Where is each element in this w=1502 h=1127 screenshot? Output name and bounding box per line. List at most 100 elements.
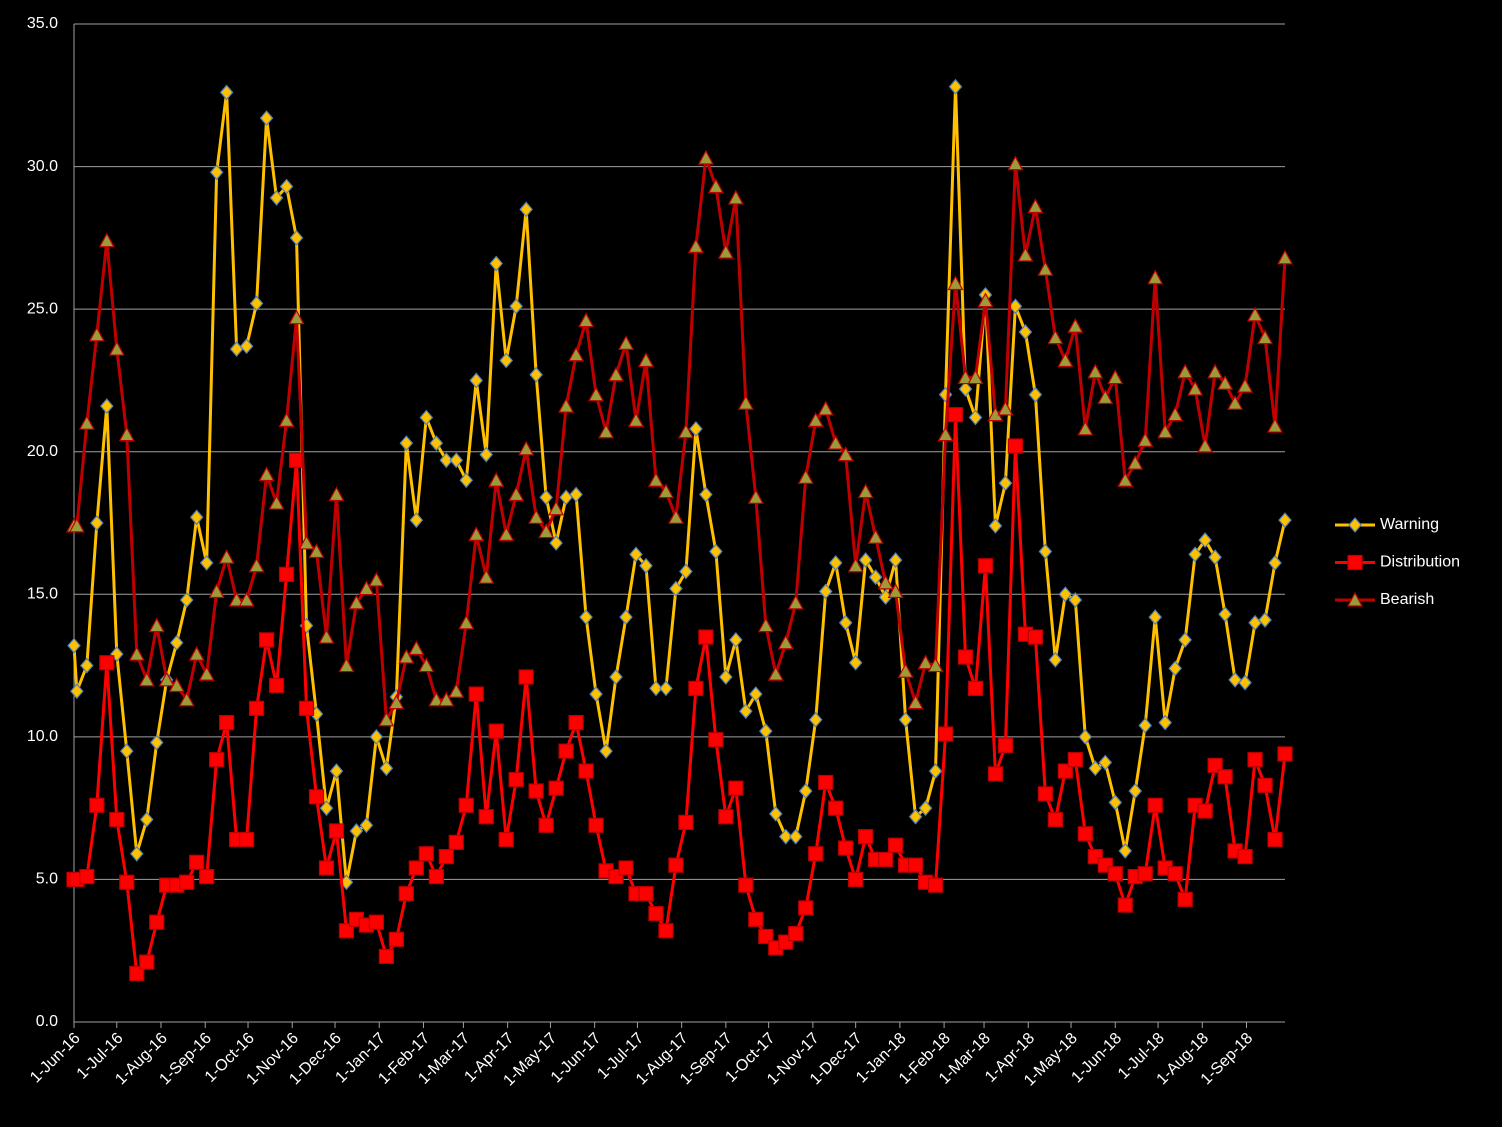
marker <box>967 369 984 385</box>
marker <box>218 548 235 564</box>
marker <box>847 557 864 573</box>
marker <box>1157 423 1174 439</box>
marker <box>687 238 704 254</box>
marker <box>428 691 445 707</box>
marker <box>1178 631 1192 648</box>
marker <box>648 906 664 922</box>
marker <box>1107 866 1123 882</box>
marker <box>408 860 424 876</box>
marker <box>398 648 415 664</box>
marker <box>1218 606 1232 623</box>
marker <box>639 557 653 574</box>
marker <box>977 558 994 574</box>
marker <box>88 326 105 342</box>
marker <box>509 298 523 315</box>
marker <box>637 352 654 368</box>
marker <box>838 840 854 856</box>
marker <box>658 923 674 939</box>
marker <box>349 823 364 839</box>
marker <box>578 763 594 779</box>
marker <box>937 426 954 442</box>
marker <box>298 700 315 716</box>
marker <box>548 780 564 796</box>
marker <box>278 412 295 427</box>
marker <box>148 617 165 633</box>
marker <box>1257 777 1273 793</box>
marker <box>90 515 104 531</box>
marker <box>908 808 923 825</box>
marker <box>359 817 374 834</box>
marker <box>609 669 623 685</box>
marker <box>647 471 664 487</box>
marker <box>178 691 195 707</box>
marker <box>1037 260 1054 276</box>
marker <box>189 854 205 870</box>
marker <box>168 677 185 693</box>
marker <box>868 569 883 586</box>
marker <box>558 743 574 759</box>
marker <box>209 164 224 181</box>
marker <box>489 255 504 272</box>
marker <box>119 874 135 890</box>
marker <box>1137 866 1153 882</box>
legend-item: Warning <box>1335 516 1439 533</box>
marker <box>468 526 485 542</box>
marker <box>967 680 984 696</box>
marker <box>449 452 464 469</box>
marker <box>149 734 164 751</box>
marker <box>438 691 455 707</box>
marker <box>1078 728 1093 745</box>
marker <box>638 886 654 902</box>
marker <box>238 831 255 848</box>
marker <box>99 655 115 671</box>
marker <box>588 386 605 402</box>
marker <box>78 414 95 430</box>
marker <box>448 682 465 698</box>
marker <box>1167 866 1183 882</box>
marker <box>419 409 434 426</box>
marker <box>129 845 144 862</box>
marker <box>459 472 474 489</box>
marker <box>747 489 764 504</box>
marker <box>907 694 924 710</box>
legend-label: Warning <box>1380 516 1439 533</box>
marker <box>539 489 553 506</box>
legend-item: Bearish <box>1335 591 1434 608</box>
marker <box>1008 298 1023 315</box>
marker <box>418 846 434 862</box>
marker <box>957 369 974 385</box>
marker <box>328 486 345 502</box>
marker <box>958 381 973 397</box>
marker <box>188 645 205 661</box>
marker <box>338 923 355 939</box>
marker <box>458 797 474 813</box>
marker <box>1077 420 1094 436</box>
marker <box>988 517 1003 534</box>
marker <box>109 811 125 828</box>
marker <box>579 609 593 626</box>
y-tick-label: 20.0 <box>27 443 58 460</box>
y-tick-label: 30.0 <box>27 158 58 175</box>
marker <box>627 412 644 427</box>
marker <box>528 783 544 799</box>
marker <box>369 728 384 745</box>
marker <box>618 860 634 876</box>
marker <box>358 580 375 596</box>
marker <box>519 201 533 218</box>
marker <box>897 663 914 678</box>
marker <box>718 809 734 825</box>
marker <box>219 714 235 731</box>
marker <box>428 868 444 885</box>
marker <box>368 571 385 587</box>
marker <box>678 814 694 831</box>
marker <box>657 483 674 499</box>
marker <box>1057 352 1074 368</box>
marker <box>588 817 604 833</box>
marker <box>388 931 404 947</box>
marker <box>998 475 1013 492</box>
marker <box>518 440 535 456</box>
marker <box>808 711 823 728</box>
marker <box>867 528 884 544</box>
marker <box>1148 609 1162 626</box>
